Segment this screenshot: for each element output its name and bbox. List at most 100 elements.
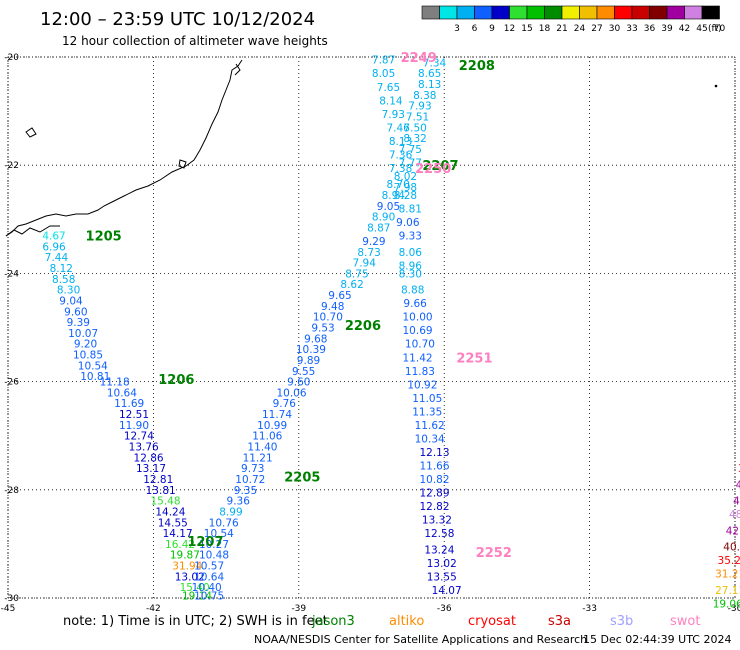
wave-height-value: 10.72 xyxy=(235,474,265,486)
wave-height-value: 13.81 xyxy=(146,485,176,497)
wave-height-value: 7.93 xyxy=(382,109,405,121)
wave-height-value: 19.14 xyxy=(182,590,212,602)
pass-time-label: 2205 xyxy=(284,470,320,485)
y-tick-label: -30 xyxy=(4,594,19,604)
wave-height-value: 8.38 xyxy=(413,90,436,102)
pass-time-label: 2206 xyxy=(345,319,381,334)
wave-height-value: 10.64 xyxy=(194,571,224,583)
wave-height-value: 7.34 xyxy=(423,57,447,69)
satellite-s3b: s3b xyxy=(610,614,633,629)
footer-note: note: 1) Time is in UTC; 2) SWH is in fe… xyxy=(63,614,328,629)
wave-height-value: 13.24 xyxy=(424,544,454,556)
pass-time-label: 2252 xyxy=(476,546,512,561)
wave-height-value: 12.13 xyxy=(419,447,449,459)
scale-label: 70 xyxy=(714,24,726,34)
wave-height-value: 9.35 xyxy=(234,485,257,497)
satellite-cryosat: cryosat xyxy=(468,614,516,629)
y-tick-label: -28 xyxy=(4,486,19,496)
wave-height-value: 10.00 xyxy=(403,312,433,324)
wave-height-value: 9.65 xyxy=(328,290,351,302)
map-frame xyxy=(7,56,736,599)
coastline xyxy=(5,59,718,237)
wave-height-value: 11.06 xyxy=(252,431,282,443)
wave-height-value: 8.30 xyxy=(57,285,80,297)
pass-time-label: 2249 xyxy=(401,51,437,66)
x-tick-label: -33 xyxy=(582,604,597,614)
wave-height-value: 9.20 xyxy=(74,339,97,351)
wave-height-value: 7.36 xyxy=(389,149,413,161)
page-subtitle: 12 hour collection of altimeter wave hei… xyxy=(62,34,328,48)
wave-height-value: 6.96 xyxy=(42,241,66,253)
wave-height-value: 7.46 xyxy=(386,122,410,134)
wave-height-value: 8.58 xyxy=(52,274,75,286)
wave-height-value: 8.90 xyxy=(372,212,395,224)
wave-height-value: 10.81 xyxy=(80,371,110,383)
scale-swatch xyxy=(421,5,440,20)
wave-height-value: 11.90 xyxy=(119,420,149,432)
wave-height-value: 9.68 xyxy=(304,333,327,345)
scale-label: 21 xyxy=(556,24,567,34)
wave-height-value: 12.86 xyxy=(134,452,164,464)
wave-height-value: 12.74 xyxy=(124,431,154,443)
wave-height-value: 9.39 xyxy=(67,317,90,329)
wave-height-value: 8.96 xyxy=(399,260,423,272)
wave-height-value: 7.98 xyxy=(394,182,417,194)
wave-height-value: 43 xyxy=(736,479,740,491)
scale-swatch xyxy=(614,5,633,20)
wave-height-value: 9.53 xyxy=(311,323,334,335)
wave-height-value: 12.82 xyxy=(419,501,449,513)
scale-label: 42 xyxy=(679,24,690,34)
wave-height-value: 9.36 xyxy=(227,496,251,508)
wave-height-value: 8.81 xyxy=(399,203,422,215)
wave-height-value: 10.69 xyxy=(403,325,433,337)
wave-height-value: 8.32 xyxy=(403,133,426,145)
wave-height-value: 8.99 xyxy=(219,506,242,518)
wave-height-value: 10.70 xyxy=(313,312,343,324)
wave-height-value: 8.14 xyxy=(379,95,403,107)
wave-height-value: 8.75 xyxy=(345,268,368,280)
wave-height-value: 15.48 xyxy=(150,496,180,508)
color-scale-legend: 3 6 9 12 15 18 21 24 27 30 33 36 39 42 45 70(ft) xyxy=(421,5,726,34)
wave-height-value: 10.07 xyxy=(68,328,98,340)
wave-height-value: 19.87 xyxy=(170,550,200,562)
scale-label: 18 xyxy=(539,24,551,34)
wave-height-value: 4.67 xyxy=(42,231,65,243)
credit-text: NOAA/NESDIS Center for Satellite Applica… xyxy=(254,633,587,646)
wave-height-value: 15.40 xyxy=(180,582,210,594)
satellite-s3a: s3a xyxy=(548,614,571,629)
scale-label: 9 xyxy=(489,24,495,34)
wave-height-value: 11.74 xyxy=(262,409,292,421)
wave-height-value: 9.89 xyxy=(297,355,320,367)
wave-height-value: 11.42 xyxy=(403,352,433,364)
scale-swatch xyxy=(509,5,528,20)
scale-label: 45 xyxy=(696,24,707,34)
wave-height-value: 7.93 xyxy=(408,101,431,113)
x-tick-label: -45 xyxy=(1,604,16,614)
y-tick-label: -22 xyxy=(4,161,19,171)
wave-height-value: 10.85 xyxy=(73,350,103,362)
pass-time-label: 1207 xyxy=(187,535,223,550)
wave-height-value: 10.48 xyxy=(199,550,229,562)
wave-height-value: 10.57 xyxy=(194,561,224,573)
wave-height-value: 8.65 xyxy=(418,68,441,80)
pass-time-label: 1206 xyxy=(158,373,194,388)
wave-height-value: 7.51 xyxy=(406,112,429,124)
page-title: 12:00 – 23:59 UTC 10/12/2024 xyxy=(40,9,315,30)
wave-height-value: 8.73 xyxy=(357,247,380,259)
scale-label: 6 xyxy=(472,24,478,34)
wave-height-value: 10.54 xyxy=(204,528,234,540)
wave-height-value: 14.17 xyxy=(163,528,193,540)
y-tick-label: -24 xyxy=(4,269,19,279)
scale-swatch xyxy=(701,5,720,20)
scale-swatch xyxy=(561,5,580,20)
wave-height-value: 7.94 xyxy=(353,258,377,270)
wave-height-value: 13.76 xyxy=(129,442,159,454)
wave-height-value: 8.70 xyxy=(386,179,409,191)
wave-height-value: 11.21 xyxy=(243,452,273,464)
wave-height-value: 13.02 xyxy=(427,558,457,570)
satellite-altiko: altiko xyxy=(389,614,424,629)
wave-height-value: 8.62 xyxy=(340,279,363,291)
scale-swatch xyxy=(649,5,668,20)
